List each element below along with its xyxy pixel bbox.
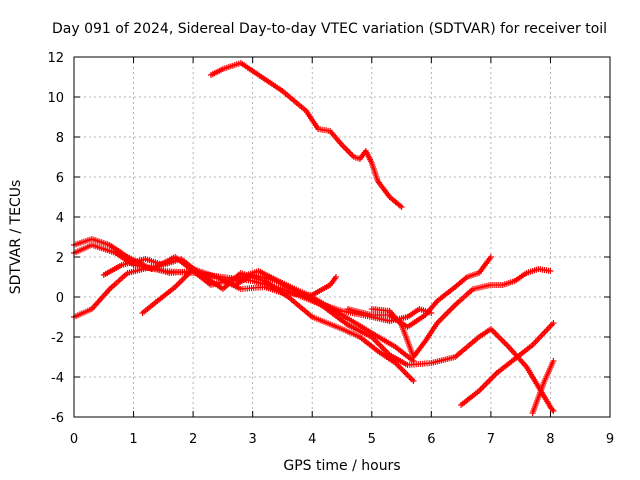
y-tick-label: 0 <box>56 291 64 306</box>
series-track-b <box>71 236 417 364</box>
y-tick-label: 12 <box>47 51 64 66</box>
axis-ticks <box>73 56 611 418</box>
x-tick-label: 7 <box>487 432 495 447</box>
y-tick-label: -2 <box>51 331 64 346</box>
y-axis-label: SDTVAR / TECUs <box>8 180 24 295</box>
series-track-d <box>100 256 417 384</box>
chart-title: Day 091 of 2024, Sidereal Day-to-day VTE… <box>52 21 607 37</box>
series-track-i <box>529 358 557 416</box>
data-markers <box>100 256 417 384</box>
x-tick-label: 0 <box>70 432 78 447</box>
data-markers <box>458 320 557 408</box>
data-markers <box>208 60 405 210</box>
data-markers <box>139 266 557 414</box>
series-track-high <box>208 60 405 210</box>
data-markers <box>368 266 554 360</box>
data-markers <box>529 358 557 416</box>
y-tick-label: -6 <box>51 411 64 426</box>
y-tick-label: 2 <box>56 251 64 266</box>
data-markers <box>71 236 417 364</box>
series-track-g <box>368 266 554 360</box>
x-axis-label: GPS time / hours <box>283 458 400 474</box>
x-tick-label: 5 <box>368 432 376 447</box>
x-tick-label: 8 <box>546 432 554 447</box>
x-tick-label: 1 <box>129 432 137 447</box>
y-tick-label: 8 <box>56 131 64 146</box>
data-series <box>71 60 557 416</box>
x-tick-label: 4 <box>308 432 316 447</box>
plot-frame <box>73 56 611 418</box>
y-tick-label: 6 <box>56 171 64 186</box>
y-tick-label: 10 <box>47 91 64 106</box>
x-tick-label: 9 <box>606 432 614 447</box>
x-tick-label: 2 <box>189 432 197 447</box>
y-tick-label: -4 <box>51 371 64 386</box>
series-track-e <box>139 266 557 414</box>
x-tick-label: 3 <box>249 432 257 447</box>
grid-lines <box>74 57 610 417</box>
x-tick-label: 6 <box>427 432 435 447</box>
series-track-h <box>458 320 557 408</box>
y-tick-label: 4 <box>56 211 64 226</box>
